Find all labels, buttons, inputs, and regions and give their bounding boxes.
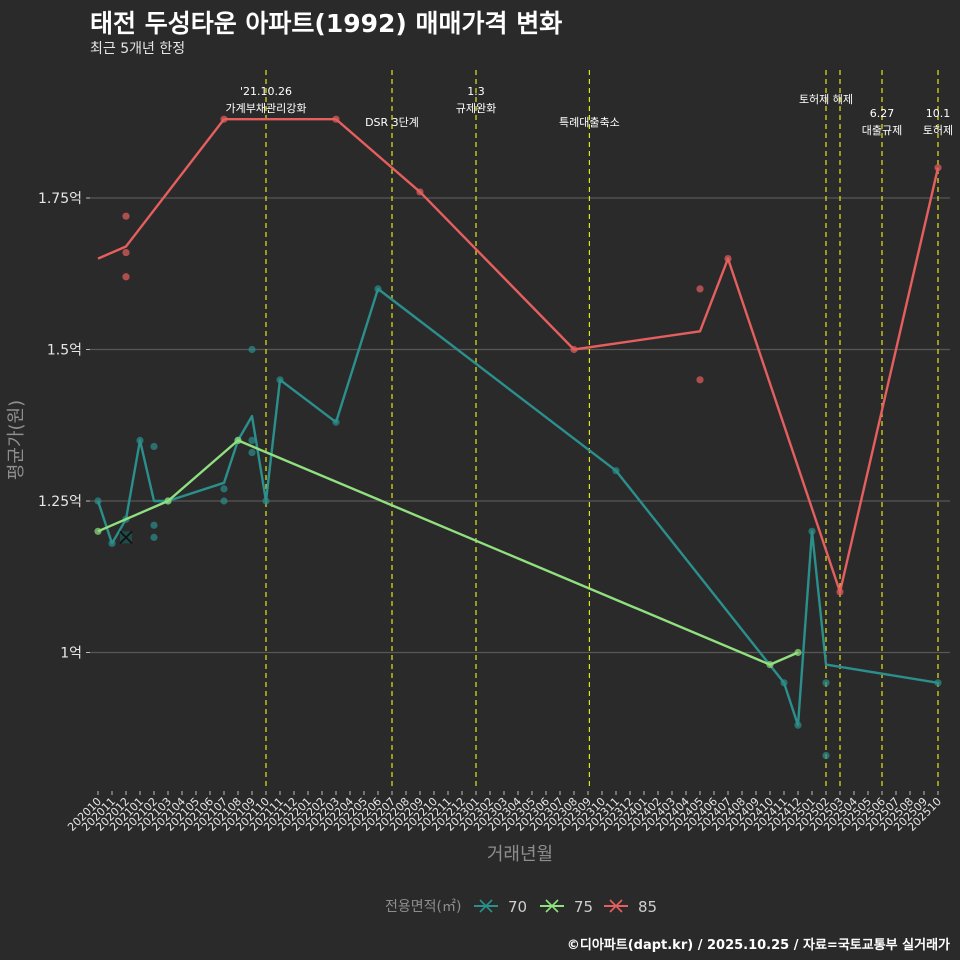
marker-x-cross	[119, 530, 133, 544]
point-70	[822, 679, 830, 687]
legend-symbol-75	[545, 899, 559, 913]
policy-label: 6.27	[870, 107, 895, 120]
policy-label: 1.3	[467, 85, 485, 98]
policy-label: 토허제	[923, 124, 953, 137]
point-70	[150, 442, 158, 451]
point-70	[150, 533, 158, 541]
legend-symbol-85	[609, 899, 623, 913]
point-85	[696, 376, 704, 384]
point-70	[220, 485, 228, 493]
policy-label: 가계부채관리강화	[226, 102, 307, 115]
legend: 전용면적(㎡) 70 75 85	[385, 898, 657, 916]
point-85	[122, 273, 130, 281]
point-70	[248, 448, 256, 457]
policy-label: 규제완화	[456, 102, 496, 115]
point-70	[822, 751, 830, 760]
point-70	[150, 521, 158, 529]
point-70	[248, 436, 256, 444]
legend-title: 전용면적(㎡)	[385, 899, 461, 915]
y-tick-label: 1.75억	[38, 191, 82, 207]
policy-label: DSR 3단계	[365, 116, 419, 129]
y-tick-label: 1.5억	[47, 343, 82, 359]
policy-label: 특례대출축소	[559, 116, 620, 129]
point-85	[122, 248, 130, 257]
policy-label: 대출규제	[862, 124, 902, 137]
y-tick-label: 1억	[60, 646, 82, 662]
point-85	[934, 164, 942, 172]
point-85	[122, 212, 130, 220]
x-axis-title: 거래년월	[487, 844, 553, 865]
legend-label-85: 85	[638, 898, 657, 916]
legend-symbol-70	[479, 899, 493, 913]
point-70	[248, 345, 256, 354]
point-70	[220, 497, 228, 505]
chart-title: 태전 두성타운 아파트(1992) 매매가격 변화	[90, 9, 563, 38]
policy-label: '21.10.26	[240, 85, 292, 98]
policy-label: 토허제 해제	[799, 92, 853, 106]
source-caption: ©디아파트(dapt.kr) / 2025.10.25 / 자료=국토교통부 실…	[566, 938, 950, 953]
legend-label-75: 75	[574, 898, 593, 916]
line-series-70	[96, 287, 939, 727]
policy-label: 10.1	[926, 107, 951, 120]
point-70	[934, 679, 942, 687]
legend-label-70: 70	[508, 898, 527, 916]
line-series-75	[97, 439, 799, 666]
point-85	[696, 285, 704, 293]
chart-subtitle: 최근 5개년 한정	[90, 41, 186, 57]
y-tick-label: 1.25억	[38, 494, 82, 510]
line-series-85	[97, 118, 940, 594]
y-axis-title: 평균가(원)	[6, 400, 27, 480]
